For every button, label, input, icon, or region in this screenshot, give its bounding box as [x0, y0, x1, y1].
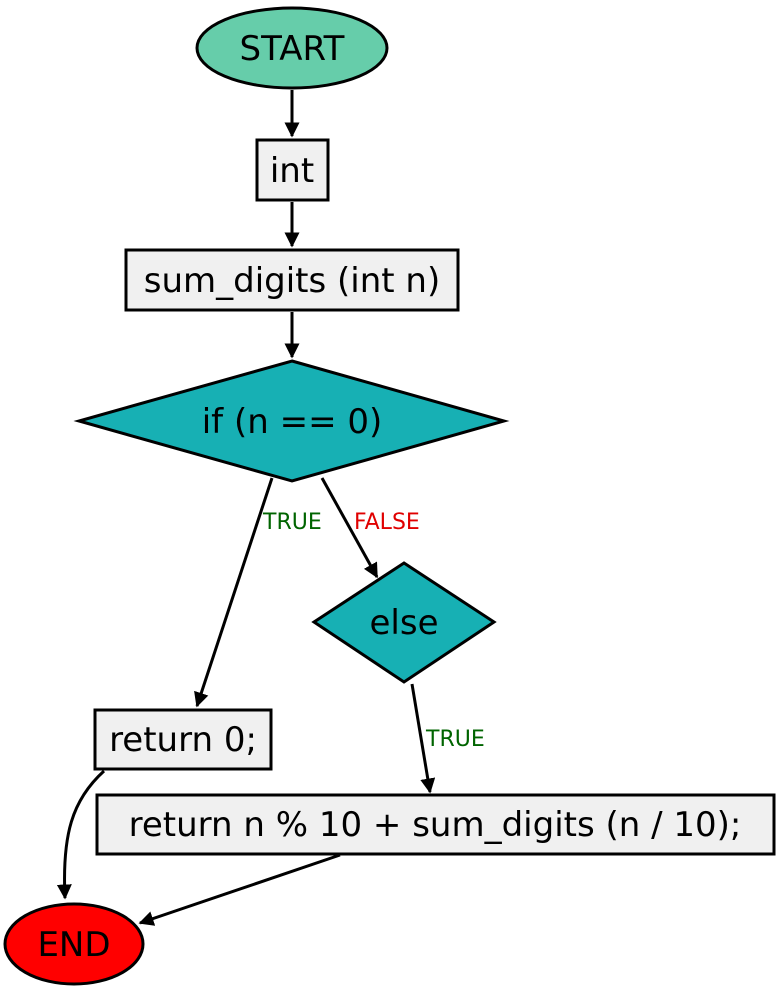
- else-decision-node: else: [311, 561, 497, 684]
- if-decision-node: if (n == 0): [73, 359, 510, 483]
- else-decision-shape: [311, 561, 497, 684]
- edge-if-false: [320, 477, 379, 579]
- edges: [56, 90, 436, 926]
- end-node: END: [3, 902, 145, 986]
- type-node: int: [255, 138, 330, 202]
- edge-return-zero-to-end: [56, 769, 106, 900]
- else-decision-label: else: [370, 603, 439, 643]
- return-recursive-shape: [95, 793, 776, 856]
- return-zero-shape: [93, 708, 273, 771]
- function-node: sum_digits (int n): [124, 248, 460, 312]
- start-shape: [195, 6, 389, 90]
- edge-if-true: [194, 477, 274, 708]
- return-zero-label: return 0;: [109, 720, 257, 760]
- return-recursive-node: return n % 10 + sum_digits (n / 10);: [95, 793, 776, 856]
- edge-else-true: [410, 683, 436, 794]
- start-label: START: [240, 29, 345, 69]
- function-label: sum_digits (int n): [144, 261, 441, 301]
- end-shape: [3, 902, 145, 986]
- edge-label-if-true: TRUE: [262, 510, 322, 535]
- if-decision-shape: [73, 359, 510, 483]
- type-shape: [255, 138, 330, 202]
- return-zero-node: return 0;: [93, 708, 273, 771]
- type-label: int: [270, 151, 314, 191]
- edge-label-else-true: TRUE: [425, 727, 485, 752]
- end-label: END: [37, 925, 110, 965]
- function-shape: [124, 248, 460, 312]
- edge-label-if-false: FALSE: [354, 510, 420, 535]
- if-decision-label: if (n == 0): [202, 402, 383, 442]
- edge-return-recursive-to-end: [138, 853, 341, 926]
- start-node: START: [195, 6, 389, 90]
- return-recursive-label: return n % 10 + sum_digits (n / 10);: [129, 805, 742, 845]
